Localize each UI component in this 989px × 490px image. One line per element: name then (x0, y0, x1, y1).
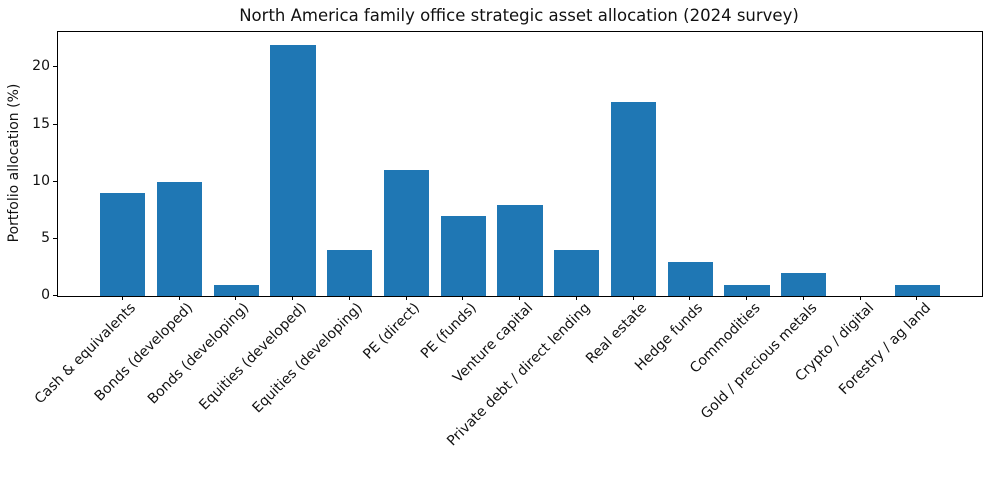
y-tick-mark (53, 123, 57, 125)
bar (327, 250, 373, 296)
bar (610, 101, 657, 296)
y-tick-mark (53, 180, 57, 182)
x-tick-label: Gold / precious metals (697, 300, 821, 423)
x-tick-mark (689, 296, 691, 300)
bar (724, 284, 770, 296)
plot-area (57, 31, 983, 297)
y-tick-mark (53, 295, 57, 296)
bar (213, 284, 259, 296)
bar (497, 204, 543, 296)
y-tick-label: 10 (32, 172, 50, 189)
bar (894, 284, 940, 296)
x-tick-mark (746, 296, 747, 300)
y-tick-label: 20 (32, 58, 50, 75)
x-tick-mark (519, 296, 520, 300)
x-tick-label: Cash & equivalents (31, 300, 140, 408)
x-tick-label: Bonds (developed) (91, 300, 196, 405)
bar (100, 193, 146, 296)
x-tick-label: Equities (developing) (249, 300, 367, 417)
x-tick-mark (121, 296, 123, 300)
y-tick-label: 0 (41, 287, 50, 303)
x-tick-mark (178, 296, 180, 300)
bar (156, 181, 203, 296)
x-tick-mark (292, 296, 293, 300)
x-tick-mark (916, 296, 918, 300)
y-tick-label: 15 (32, 115, 50, 132)
x-tick-mark (348, 296, 350, 300)
x-tick-label: PE (direct) (360, 300, 423, 363)
x-tick-mark (575, 296, 577, 300)
bar (270, 44, 316, 296)
bar (554, 250, 600, 296)
x-tick-label: Bonds (developing) (145, 300, 253, 408)
y-tick-label: 5 (41, 229, 50, 246)
x-tick-mark (802, 296, 804, 300)
y-tick-mark (53, 237, 57, 239)
y-axis-label: Portfolio allocation (%) (6, 83, 22, 243)
chart-title: North America family office strategic as… (239, 6, 799, 25)
bar (667, 261, 713, 296)
x-tick-mark (859, 296, 861, 300)
x-tick-mark (462, 296, 464, 300)
x-tick-mark (632, 296, 634, 300)
x-tick-label: Equities (developed) (195, 300, 310, 414)
x-tick-mark (405, 296, 407, 300)
y-tick-mark (53, 66, 57, 68)
x-tick-mark (235, 296, 237, 300)
x-tick-label: PE (funds) (417, 300, 480, 362)
bar (781, 273, 827, 296)
bar (383, 170, 430, 296)
bar (440, 216, 486, 296)
